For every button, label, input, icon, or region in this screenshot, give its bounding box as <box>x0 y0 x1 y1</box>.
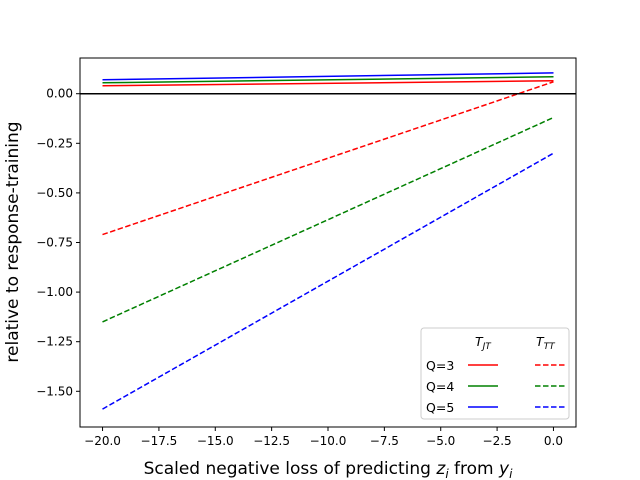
series-layer <box>102 72 554 410</box>
series-t-tt-q3 <box>102 81 554 236</box>
x-tick-label: −2.5 <box>483 434 512 448</box>
y-tick-label: −1.00 <box>36 285 73 299</box>
x-tick-label: −20.0 <box>84 434 121 448</box>
series-t-jt-q5 <box>102 72 554 81</box>
series-t-tt-q5 <box>102 152 554 410</box>
legend-header-tt: TTT <box>536 334 556 352</box>
y-tick-label: −1.50 <box>36 384 73 398</box>
x-tick-label: −12.5 <box>253 434 290 448</box>
y-axis-label: relative to response-training <box>3 121 23 362</box>
y-tick-label: −0.25 <box>36 136 73 150</box>
series-t-tt-q4 <box>102 116 554 323</box>
x-tick-label: −5.0 <box>426 434 455 448</box>
y-tick-label: 0.00 <box>46 87 73 101</box>
x-tick-label: −15.0 <box>197 434 234 448</box>
legend-swatches <box>468 364 565 408</box>
legend: TJT TTT Q=3 Q=4 Q=5 <box>420 327 570 420</box>
legend-box <box>420 327 570 420</box>
x-tick-label: −17.5 <box>141 434 178 448</box>
x-axis-label: Scaled negative loss of predicting zi fr… <box>144 459 514 480</box>
x-tick-label: −7.5 <box>370 434 399 448</box>
x-tick-label: −10.0 <box>310 434 347 448</box>
y-tick-label: −0.50 <box>36 186 73 200</box>
y-tick-label: −0.75 <box>36 236 73 250</box>
series-t-jt-q3 <box>102 80 554 87</box>
legend-label-q5: Q=5 <box>426 400 454 415</box>
legend-header-jt: TJT <box>475 334 492 352</box>
series-t-jt-q4 <box>102 76 554 84</box>
x-axis-ticks: −20.0 −17.5 −15.0 −12.5 −10.0 −7.5 −5.0 −2.5 0.0 <box>84 427 563 448</box>
y-axis-ticks: 0.00 −0.25 −0.50 −0.75 −1.00 −1.25 −1.50 <box>36 87 80 398</box>
legend-label-q4: Q=4 <box>426 379 454 394</box>
x-tick-label: 0.0 <box>544 434 563 448</box>
y-tick-label: −1.25 <box>36 335 73 349</box>
legend-label-q3: Q=3 <box>426 358 454 373</box>
